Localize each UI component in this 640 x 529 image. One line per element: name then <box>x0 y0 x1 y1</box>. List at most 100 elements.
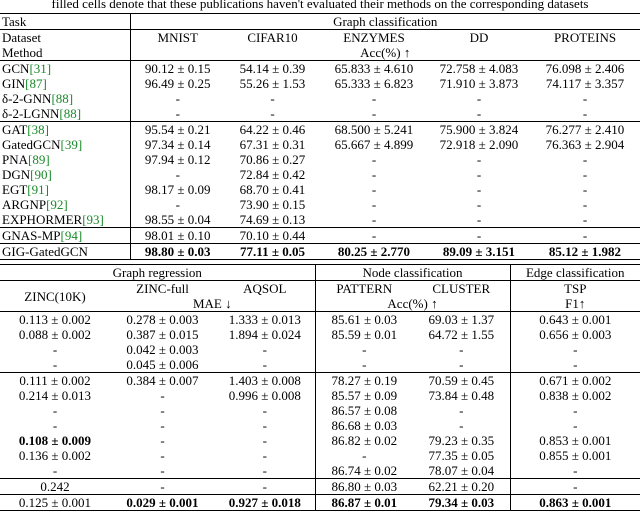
result-cell: - <box>175 197 180 212</box>
method-row: δ-2-LGNN[88] - - - - - <box>0 106 640 122</box>
method-cell: GAT[38] <box>0 121 131 137</box>
result-cell: - <box>215 403 316 418</box>
result-cell: - <box>215 357 316 373</box>
result-cell: - <box>582 152 588 167</box>
result-cell: 76.098 ± 2.406 <box>530 60 640 76</box>
result-cell: 0.387 ± 0.015 <box>126 327 199 342</box>
result-cell: 0.927 ± 0.018 <box>215 494 316 511</box>
result-cell: - <box>371 91 377 106</box>
result-cell: 79.23 ± 0.35 <box>413 433 511 448</box>
method-row: DGN[90] - 72.84 ± 0.42 - - - <box>0 167 640 182</box>
result-cell: - <box>476 182 482 197</box>
result-cell: 0.108 ± 0.009 <box>18 433 92 448</box>
result-cell: - <box>215 478 316 495</box>
result-cell: 0.136 ± 0.002 <box>18 448 92 463</box>
result-cell: 78.07 ± 0.04 <box>413 463 511 479</box>
result-cell: - <box>510 478 640 495</box>
citation: [91] <box>27 182 49 197</box>
graph-classification-table: Task Graph classification Dataset MNIST CIFA… <box>0 13 640 260</box>
metric: Acc(%) ↑ <box>315 296 511 312</box>
result-cell: - <box>215 448 316 463</box>
result-row: 0.242- -86.80 ± 0.03 62.21 ± 0.20- <box>0 478 640 495</box>
result-cell: 0.029 ± 0.001 <box>110 494 215 511</box>
citation: [38] <box>27 122 49 137</box>
result-cell: 0.863 ± 0.001 <box>510 494 640 511</box>
metric: F1↑ <box>565 296 586 311</box>
result-row: 0.113 ± 0.002 0.278 ± 0.003 1.333 ± 0.013 8… <box>0 311 640 327</box>
method-row: EGT[91] 98.17 ± 0.09 68.70 ± 0.41 - - - <box>0 182 640 197</box>
dataset-name: TSP <box>564 281 587 296</box>
result-cell: - <box>371 182 377 197</box>
result-cell: - <box>270 106 275 121</box>
metric-row: Method Acc(%) ↑ <box>0 45 640 61</box>
result-cell: - <box>110 478 215 495</box>
result-cell: 86.74 ± 0.02 <box>331 463 398 478</box>
task-name: Edge classification <box>510 264 640 281</box>
result-row: 0.125 ± 0.001 0.029 ± 0.001 0.927 ± 0.018 8… <box>0 494 640 511</box>
result-cell: - <box>530 227 640 244</box>
method-cell: EGT[91] <box>0 182 131 197</box>
result-cell: - <box>160 463 165 478</box>
method-row: GCN[31] 90.12 ± 0.15 54.14 ± 0.39 65.833 ± … <box>0 60 640 76</box>
result-row: - - -86.74 ± 0.02 78.07 ± 0.04- <box>0 463 640 479</box>
result-cell: - <box>320 227 428 244</box>
result-cell: - <box>270 91 275 106</box>
result-cell: 0.671 ± 0.002 <box>510 372 640 388</box>
result-cell: 54.14 ± 0.39 <box>225 60 320 76</box>
citation: [94] <box>60 228 83 244</box>
result-cell: 64.72 ± 1.55 <box>413 327 511 342</box>
metric-row: MAE ↓ Acc(%) ↑ F1↑ <box>0 296 640 312</box>
method-row: ARGNP[92] - 73.90 ± 0.15 - - - <box>0 197 640 212</box>
result-cell: 72.758 ± 4.083 <box>428 60 530 76</box>
result-cell: 1.894 ± 0.024 <box>215 327 316 342</box>
method-name: ARGNP <box>2 197 47 212</box>
result-cell: 0.838 ± 0.002 <box>539 388 612 403</box>
result-cell: 0.045 ± 0.006 <box>126 357 199 372</box>
result-cell: 0.214 ± 0.013 <box>18 388 92 403</box>
method-cell: ARGNP[92] <box>0 197 131 212</box>
result-cell: 65.833 ± 4.610 <box>320 60 428 76</box>
method-cell: GIG-GatedGCN <box>0 243 131 260</box>
method-row: PNA[89] 97.94 ± 0.12 70.86 ± 0.27 - - - <box>0 152 640 167</box>
result-cell: - <box>371 106 377 121</box>
method-row: EXPHORMER[93] 98.55 ± 0.04 74.69 ± 0.13 - - - <box>0 212 640 228</box>
result-cell: 85.12 ± 1.982 <box>530 243 640 260</box>
result-cell: - <box>476 167 482 182</box>
dataset-name: MNIST <box>157 30 198 45</box>
citation: [92] <box>46 197 68 212</box>
metric: Acc(%) ↑ <box>360 45 411 60</box>
result-cell: 95.54 ± 0.21 <box>130 121 225 137</box>
result-row: 0.111 ± 0.002 0.384 ± 0.007 1.403 ± 0.008 7… <box>0 372 640 388</box>
result-cell: 98.01 ± 0.10 <box>130 227 225 244</box>
result-cell: - <box>160 418 165 433</box>
method-cell: GNAS-MP[94] <box>0 227 131 244</box>
task-name: Graph classification <box>130 13 640 30</box>
result-cell: 75.900 ± 3.824 <box>428 121 530 137</box>
citation: [87] <box>25 76 47 91</box>
result-cell: - <box>160 433 165 448</box>
result-cell: 1.333 ± 0.013 <box>215 311 316 327</box>
method-name: GCN <box>2 61 30 76</box>
result-cell: 0.855 ± 0.001 <box>539 448 612 463</box>
citation: [90] <box>30 167 52 182</box>
result-cell: 98.80 ± 0.03 <box>130 243 225 260</box>
result-cell: - <box>476 106 482 121</box>
result-cell: - <box>573 342 578 357</box>
result-cell: 86.80 ± 0.03 <box>315 478 414 495</box>
result-cell: - <box>413 357 511 373</box>
result-cell: 86.87 ± 0.01 <box>315 494 414 511</box>
result-cell: - <box>215 342 316 357</box>
result-cell: - <box>371 167 377 182</box>
result-cell: 77.35 ± 0.05 <box>413 448 511 463</box>
result-cell: - <box>413 403 511 418</box>
method-name: GatedGCN <box>2 137 61 152</box>
method-name: EXPHORMER <box>2 212 83 227</box>
result-cell: - <box>413 342 511 357</box>
result-cell: - <box>175 91 180 106</box>
method-row: GNAS-MP[94] 98.01 ± 0.10 70.10 ± 0.44- - - <box>0 227 640 244</box>
result-cell: 0.113 ± 0.002 <box>0 311 110 327</box>
result-cell: 85.61 ± 0.03 <box>315 311 414 327</box>
method-cell: PNA[89] <box>0 152 131 167</box>
result-cell: - <box>215 463 316 479</box>
